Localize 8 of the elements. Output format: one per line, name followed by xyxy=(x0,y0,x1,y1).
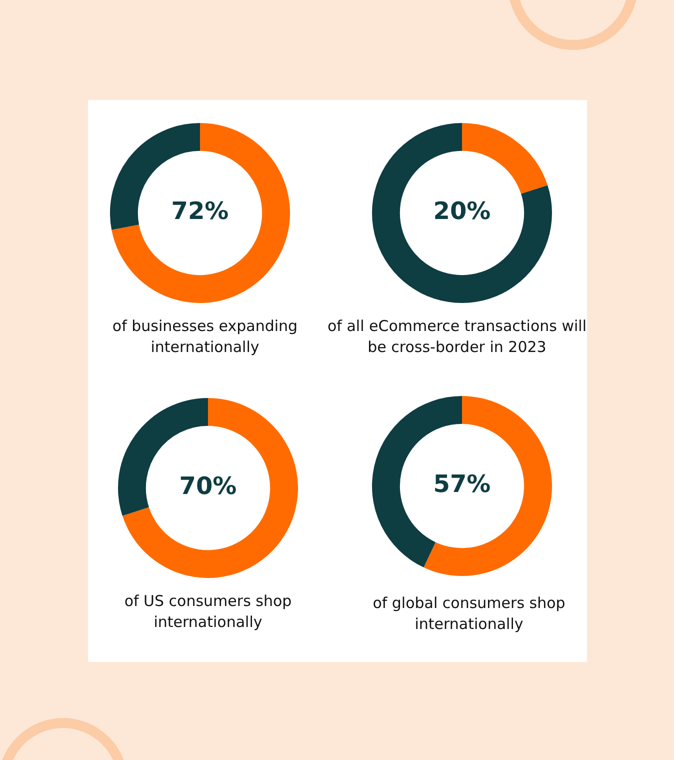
data-label: 57% xyxy=(433,470,491,498)
data-label: 70% xyxy=(179,472,237,500)
data-label: 20% xyxy=(433,197,491,226)
data-label: 72% xyxy=(171,197,229,226)
text: of global consumers shop internationally xyxy=(372,593,566,635)
text: of businesses expanding internationally xyxy=(111,316,299,358)
text: of all eCommerce transactions will be cross-border in 2023 xyxy=(326,316,588,358)
text: of US consumers shop internationally xyxy=(123,591,293,633)
